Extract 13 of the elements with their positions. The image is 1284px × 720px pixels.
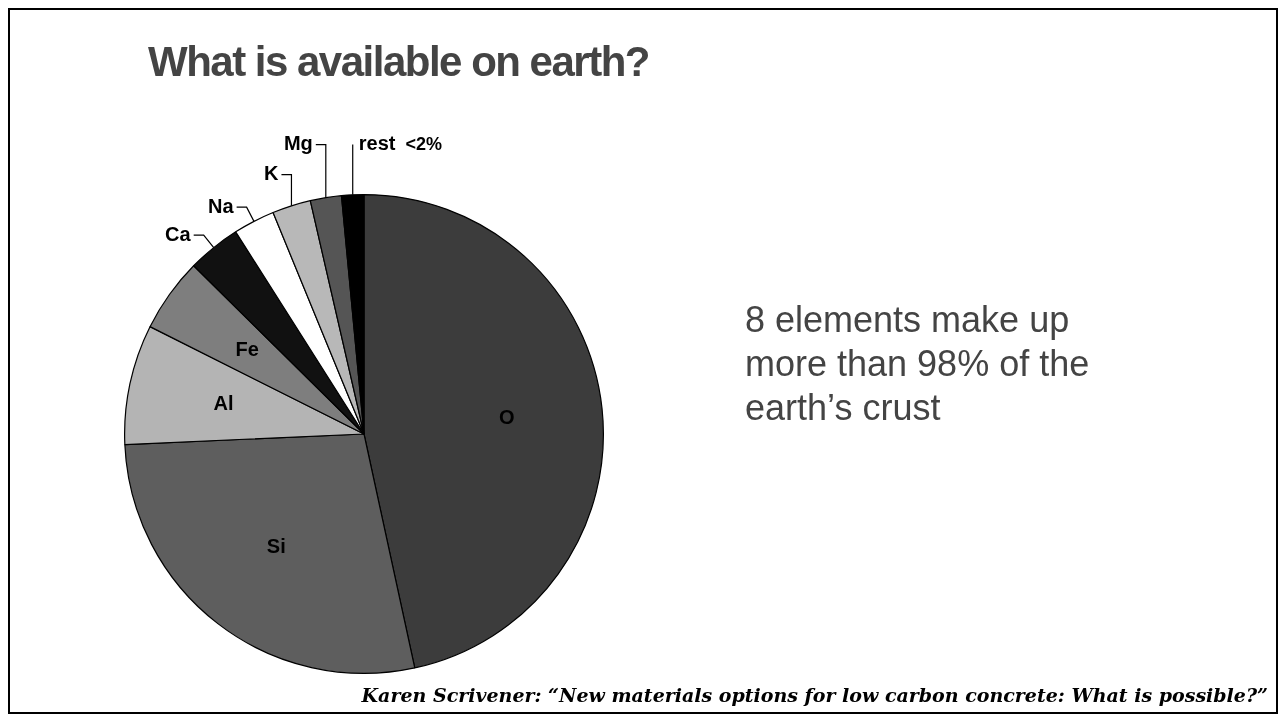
text: 8 elements make up more than 98% of the earth’s crust: [745, 298, 1091, 430]
slice-label: O: [499, 406, 515, 429]
text: Karen Scrivener: “New materials options for low carbon concrete: What is possible?”: [361, 684, 1268, 706]
slice-label: Al: [213, 391, 234, 414]
chart-title: What is available on earth?: [148, 38, 649, 86]
data-label: <2%: [405, 133, 442, 154]
slice-label: Fe: [235, 337, 259, 360]
slice-label: rest: [358, 132, 396, 155]
slice-label: Mg: [283, 132, 313, 155]
slice-label: Na: [208, 194, 235, 217]
slice-label: Ca: [165, 222, 192, 245]
slice-label: Si: [266, 535, 286, 558]
slice-label: K: [264, 162, 279, 185]
